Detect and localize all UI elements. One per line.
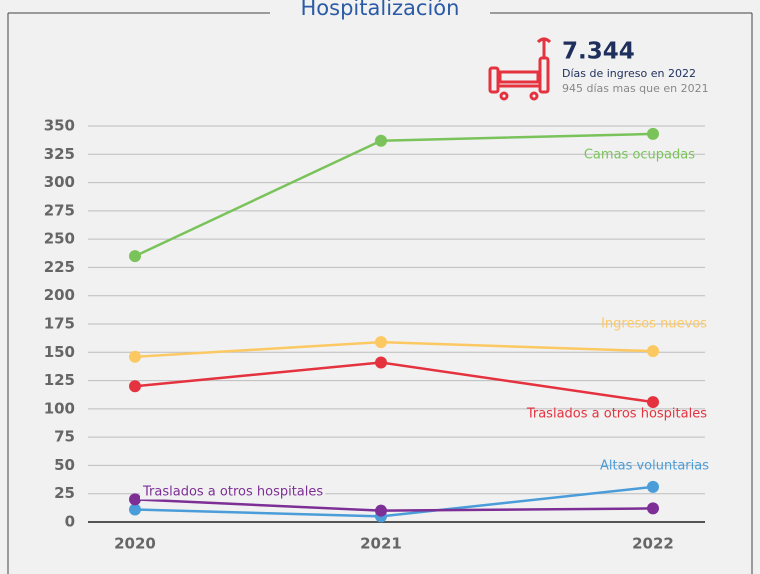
y-tick-label: 200 — [44, 286, 75, 304]
y-tick-label: 0 — [65, 513, 75, 531]
data-point — [129, 493, 141, 506]
y-tick-label: 250 — [44, 230, 75, 248]
data-point — [375, 134, 387, 147]
bed-icon — [488, 37, 552, 101]
data-point — [647, 345, 659, 358]
y-tick-label: 325 — [44, 145, 75, 163]
data-point — [129, 250, 141, 263]
series-label: Camas ocupadas — [584, 148, 695, 163]
y-tick-label: 350 — [44, 117, 75, 135]
data-point — [129, 380, 141, 393]
series-line — [134, 340, 654, 359]
y-tick-label: 25 — [54, 484, 75, 502]
data-point — [647, 502, 659, 515]
data-point — [647, 396, 659, 409]
y-tick-label: 225 — [44, 258, 75, 276]
y-tick-label: 175 — [44, 315, 75, 333]
data-point — [129, 503, 141, 516]
data-point — [129, 350, 141, 363]
series-line — [134, 132, 654, 258]
y-tick-label: 300 — [44, 173, 75, 191]
y-tick-label: 50 — [54, 456, 75, 474]
x-tick-label: 2020 — [114, 535, 156, 553]
series-label: Ingresos nuevos — [601, 317, 707, 332]
chart-title: Hospitalización — [301, 0, 460, 20]
data-point — [375, 504, 387, 517]
series-label: Traslados a otros hospitales — [142, 485, 323, 500]
y-tick-label: 100 — [44, 399, 75, 417]
series-line — [134, 498, 654, 512]
y-tick-label: 275 — [44, 201, 75, 219]
y-tick-label: 125 — [44, 371, 75, 389]
y-tick-label: 75 — [54, 428, 75, 446]
series-line — [134, 361, 654, 404]
data-point — [647, 127, 659, 140]
frame — [7, 12, 753, 574]
annotation-note: 945 días mas que en 2021 — [562, 82, 709, 95]
x-tick-label: 2022 — [632, 535, 674, 553]
series-label: Altas voluntarias — [600, 459, 709, 474]
data-point — [375, 336, 387, 349]
data-point — [647, 480, 659, 493]
y-tick-label: 150 — [44, 343, 75, 361]
data-point — [375, 356, 387, 369]
annotation-value: 7.344 — [562, 39, 635, 65]
series-label: Traslados a otros hospitales — [526, 407, 707, 422]
label-bg — [140, 484, 326, 500]
x-tick-label: 2021 — [360, 535, 402, 553]
annotation-label: Días de ingreso en 2022 — [562, 67, 696, 80]
